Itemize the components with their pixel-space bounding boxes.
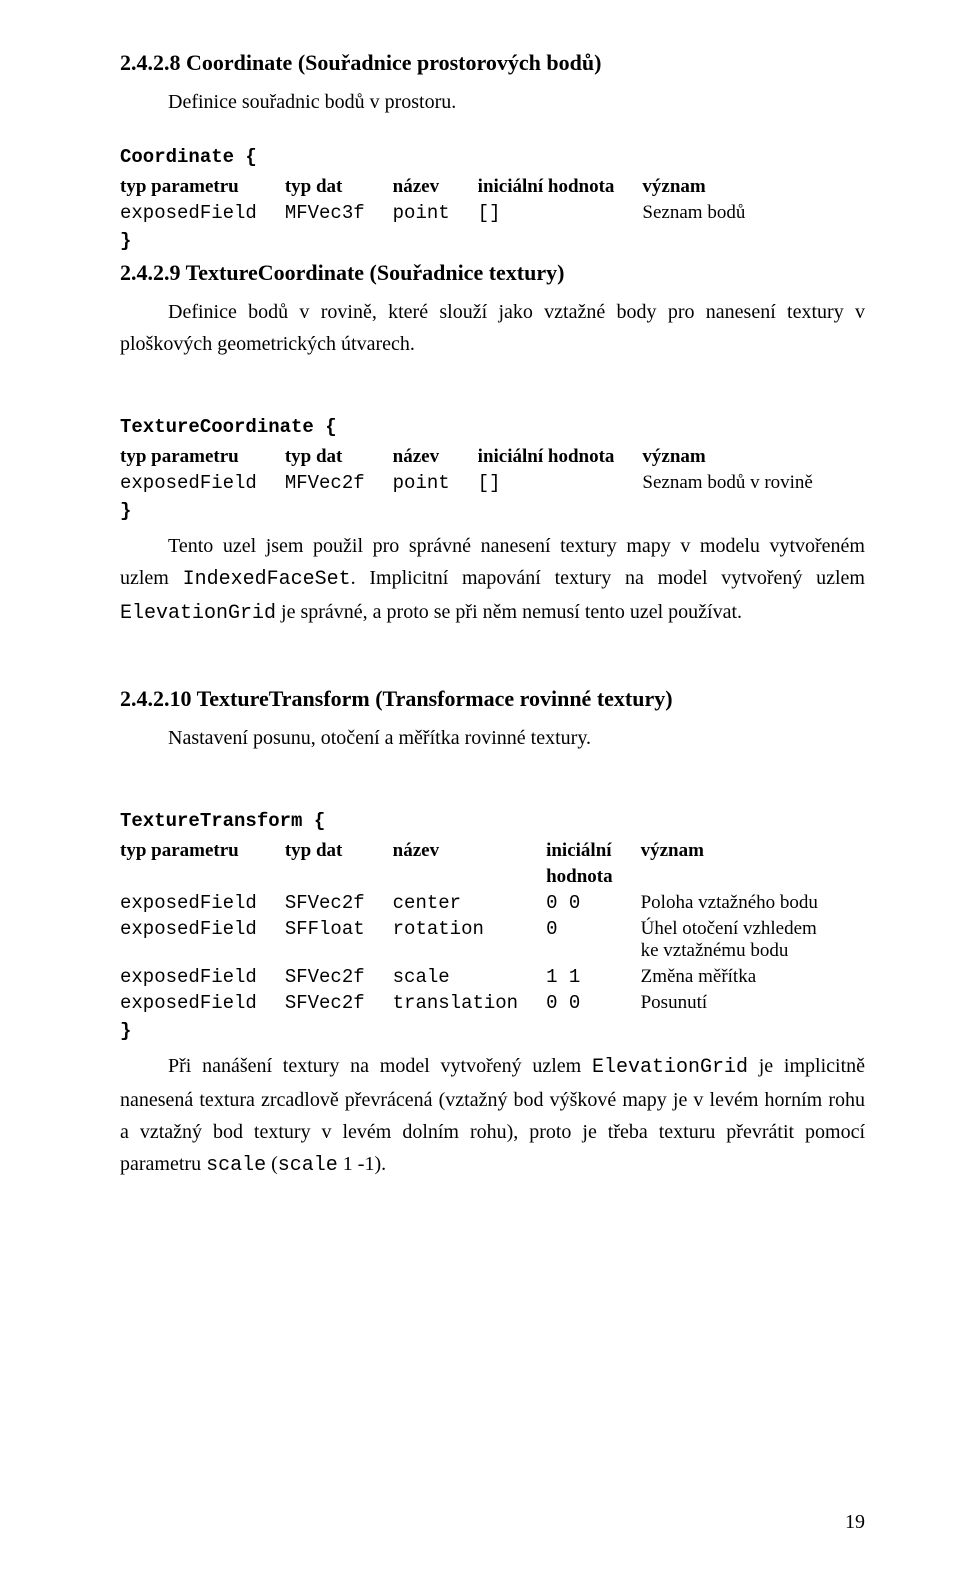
col-header: iniciální hodnota (478, 174, 643, 200)
table-row: exposedField MFVec3f point [] Seznam bod… (120, 200, 773, 226)
cell: Úhel otočení vzhledem ke vztažnému bodu (641, 916, 865, 964)
cell: rotation (393, 916, 546, 964)
section-heading: 2.4.2.8 Coordinate (Souřadnice prostorov… (120, 50, 865, 76)
cell: exposedField (120, 916, 285, 964)
table-row: exposedField SFVec2f center 0 0 Poloha v… (120, 890, 865, 916)
cell: exposedField (120, 200, 285, 226)
table-row: exposedField SFVec2f translation 0 0 Pos… (120, 990, 865, 1016)
cell: exposedField (120, 964, 285, 990)
cell: Seznam bodů (642, 200, 773, 226)
text-run: . Implicitní mapování textury na model v… (351, 567, 865, 589)
col-header: hodnota (546, 864, 641, 890)
text-run: je správné, a proto se při něm nemusí te… (276, 601, 742, 623)
col-header: název (393, 444, 478, 470)
col-header: iniciální (546, 838, 641, 864)
table-header-row: typ parametru typ dat název iniciální ho… (120, 174, 773, 200)
cell: Seznam bodů v rovině (642, 470, 840, 496)
code-inline: ElevationGrid (592, 1056, 748, 1079)
table-row: exposedField MFVec2f point [] Seznam bod… (120, 470, 841, 496)
cell: MFVec3f (285, 200, 393, 226)
code-open: TextureCoordinate { (120, 416, 865, 438)
section-intro: Definice bodů v rovině, které slouží jak… (120, 296, 865, 360)
cell: Posunutí (641, 990, 865, 1016)
col-header: význam (642, 444, 840, 470)
spec-table-texturetransform: typ parametru typ dat název iniciální vý… (120, 838, 865, 1016)
col-header: typ dat (285, 444, 393, 470)
code-inline: scale (206, 1154, 266, 1177)
cell: exposedField (120, 990, 285, 1016)
cell: exposedField (120, 890, 285, 916)
cell: Změna měřítka (641, 964, 865, 990)
code-inline: IndexedFaceSet (183, 568, 351, 591)
cell: translation (393, 990, 546, 1016)
table-header-row: typ parametru typ dat název iniciální ho… (120, 444, 841, 470)
col-header: typ parametru (120, 174, 285, 200)
spec-table-texturecoordinate: typ parametru typ dat název iniciální ho… (120, 444, 841, 496)
col-header: iniciální hodnota (478, 444, 643, 470)
col-header: typ parametru (120, 444, 285, 470)
cell: MFVec2f (285, 470, 393, 496)
text-run: Při nanášení textury na model vytvořený … (168, 1055, 592, 1077)
code-open: Coordinate { (120, 146, 865, 168)
cell: SFVec2f (285, 990, 393, 1016)
cell: 1 1 (546, 964, 641, 990)
text-run: ( (266, 1153, 278, 1175)
table-row: exposedField SFVec2f scale 1 1 Změna měř… (120, 964, 865, 990)
col-header: typ dat (285, 838, 393, 864)
table-row: exposedField SFFloat rotation 0 Úhel oto… (120, 916, 865, 964)
cell: 0 (546, 916, 641, 964)
table-header-row: hodnota (120, 864, 865, 890)
cell: SFVec2f (285, 964, 393, 990)
cell: scale (393, 964, 546, 990)
code-inline: ElevationGrid (120, 602, 276, 625)
cell: SFVec2f (285, 890, 393, 916)
cell: point (393, 470, 478, 496)
section-intro: Definice souřadnic bodů v prostoru. (120, 86, 865, 118)
spec-table-coordinate: typ parametru typ dat název iniciální ho… (120, 174, 773, 226)
cell: 0 0 (546, 990, 641, 1016)
code-open: TextureTransform { (120, 810, 865, 832)
col-header: význam (642, 174, 773, 200)
col-header: význam (641, 838, 865, 864)
code-close: } (120, 1020, 865, 1042)
cell: point (393, 200, 478, 226)
section-heading: 2.4.2.10 TextureTransform (Transformace … (120, 686, 865, 712)
cell: [] (478, 200, 643, 226)
section-intro: Nastavení posunu, otočení a měřítka rovi… (120, 722, 865, 754)
cell: [] (478, 470, 643, 496)
cell: 0 0 (546, 890, 641, 916)
col-header: typ parametru (120, 838, 285, 864)
section-heading: 2.4.2.9 TextureCoordinate (Souřadnice te… (120, 260, 865, 286)
code-close: } (120, 500, 865, 522)
table-header-row: typ parametru typ dat název iniciální vý… (120, 838, 865, 864)
body-paragraph: Při nanášení textury na model vytvořený … (120, 1050, 865, 1182)
text-run: 1 -1). (338, 1153, 386, 1175)
cell: center (393, 890, 546, 916)
page-number: 19 (845, 1511, 865, 1534)
code-inline: scale (278, 1154, 338, 1177)
col-header: typ dat (285, 174, 393, 200)
col-header: název (393, 838, 546, 864)
body-paragraph: Tento uzel jsem použil pro správné nanes… (120, 530, 865, 630)
cell: Poloha vztažného bodu (641, 890, 865, 916)
code-close: } (120, 230, 865, 252)
cell: exposedField (120, 470, 285, 496)
col-header: název (393, 174, 478, 200)
cell: SFFloat (285, 916, 393, 964)
